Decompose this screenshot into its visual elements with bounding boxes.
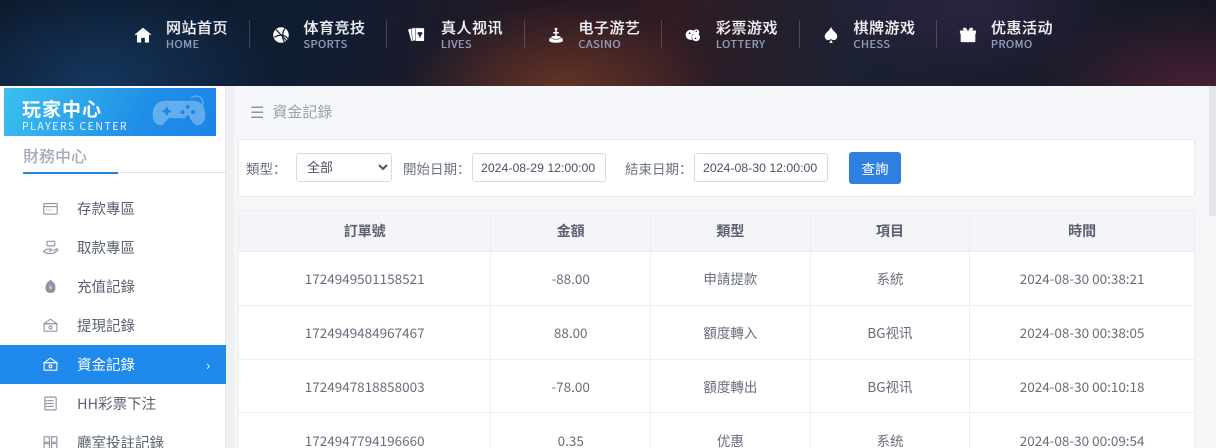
svg-text:¥: ¥	[49, 286, 52, 292]
